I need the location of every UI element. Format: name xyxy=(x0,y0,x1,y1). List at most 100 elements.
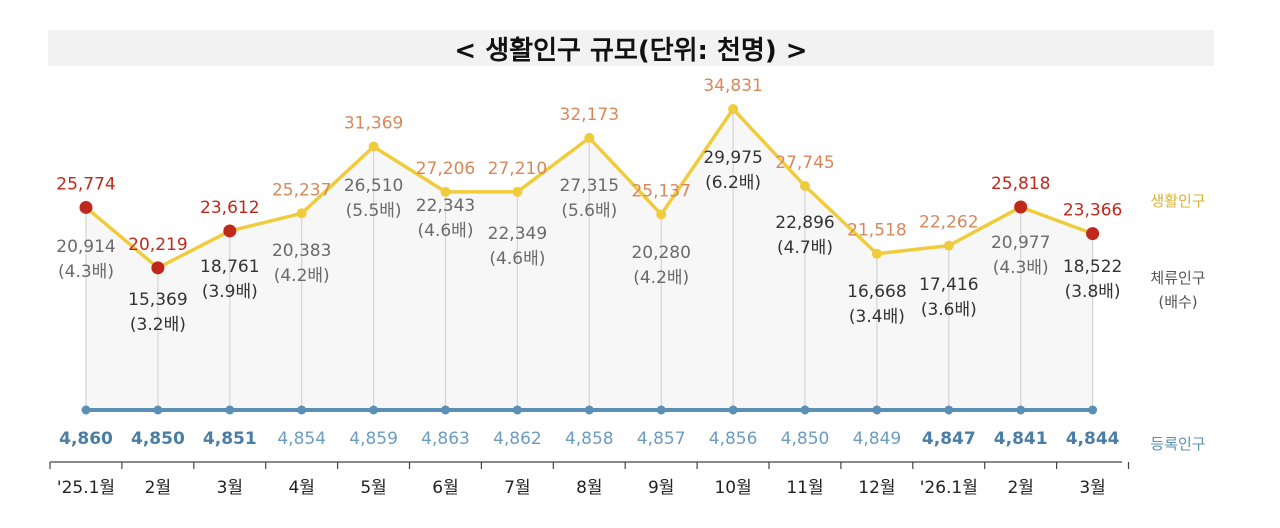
life-value-label: 32,173 xyxy=(560,105,619,125)
stay-ratio-label: (3.2배) xyxy=(130,315,186,335)
stay-ratio-label: (3.4배) xyxy=(849,307,905,327)
life-value-label: 21,518 xyxy=(847,221,906,241)
legend-stay: 체류인구 xyxy=(1150,269,1205,287)
life-value-label: 27,206 xyxy=(416,159,475,179)
registered-value-label: 4,847 xyxy=(922,429,976,449)
registered-point xyxy=(153,405,163,415)
category-label: '25.1월 xyxy=(57,478,115,498)
registered-point xyxy=(872,405,882,415)
registered-point xyxy=(944,405,954,415)
registered-value-label: 4,859 xyxy=(349,429,398,449)
category-label: 5월 xyxy=(360,478,386,498)
registered-value-label: 4,851 xyxy=(203,429,257,449)
stay-ratio-label: (4.2배) xyxy=(274,266,330,286)
category-label: '26.1월 xyxy=(920,478,978,498)
stay-ratio-label: (4.6배) xyxy=(418,221,474,241)
category-label: 4월 xyxy=(288,478,314,498)
life-value-label: 25,774 xyxy=(56,174,115,194)
life-point xyxy=(223,224,237,238)
registered-value-label: 4,844 xyxy=(1066,429,1120,449)
life-value-label: 23,612 xyxy=(200,198,259,218)
life-value-label: 25,137 xyxy=(631,181,690,201)
category-label: 6월 xyxy=(432,478,458,498)
life-point xyxy=(151,261,165,275)
life-value-label: 25,237 xyxy=(272,180,331,200)
life-point xyxy=(656,209,667,220)
life-point xyxy=(440,186,451,197)
legend-registered: 등록인구 xyxy=(1150,435,1205,453)
category-label: 12월 xyxy=(858,478,895,498)
stay-value-label: 20,280 xyxy=(631,243,690,263)
category-label: 8월 xyxy=(576,478,602,498)
life-point xyxy=(943,240,954,251)
category-label: 7월 xyxy=(504,478,530,498)
life-point xyxy=(512,186,523,197)
legend-life: 생활인구 xyxy=(1150,192,1205,210)
registered-point xyxy=(584,405,594,415)
life-point xyxy=(79,200,93,214)
stay-value-label: 22,343 xyxy=(416,196,475,216)
registered-value-label: 4,858 xyxy=(565,429,614,449)
registered-value-label: 4,860 xyxy=(59,429,113,449)
category-label: 9월 xyxy=(648,478,674,498)
life-value-label: 22,262 xyxy=(919,213,978,233)
registered-point xyxy=(441,405,450,415)
life-point xyxy=(800,181,810,192)
stay-value-label: 18,761 xyxy=(200,257,259,277)
category-label: 11월 xyxy=(786,478,823,498)
stay-value-label: 15,369 xyxy=(128,290,187,310)
stay-ratio-label: (5.5배) xyxy=(346,201,402,221)
stay-value-label: 26,510 xyxy=(344,176,403,196)
registered-point xyxy=(369,405,379,415)
registered-point xyxy=(1088,405,1098,415)
stay-ratio-label: (3.9배) xyxy=(202,282,258,302)
registered-value-label: 4,849 xyxy=(853,429,902,449)
registered-value-label: 4,850 xyxy=(131,429,185,449)
grid-layer xyxy=(49,109,1130,469)
stay-ratio-label: (4.2배) xyxy=(633,268,689,288)
registered-point xyxy=(512,405,522,415)
stay-value-label: 17,416 xyxy=(919,275,978,295)
life-point xyxy=(368,141,379,152)
stay-value-label: 16,668 xyxy=(847,282,906,302)
stay-ratio-label: (4.6배) xyxy=(489,249,545,269)
legend-stay-note: (배수) xyxy=(1158,293,1197,311)
stay-value-label: 20,977 xyxy=(991,233,1050,253)
stay-value-label: 22,896 xyxy=(775,213,834,233)
category-label: 3월 xyxy=(217,478,243,498)
category-label: 2월 xyxy=(1007,478,1033,498)
registered-point xyxy=(81,405,91,415)
registered-point xyxy=(225,405,235,415)
life-value-label: 23,366 xyxy=(1063,201,1122,221)
life-value-label: 31,369 xyxy=(344,114,403,134)
stay-value-label: 18,522 xyxy=(1063,257,1122,277)
registered-point xyxy=(297,405,307,415)
registered-point xyxy=(656,405,666,415)
registered-point xyxy=(800,405,810,415)
stay-value-label: 20,383 xyxy=(272,241,331,261)
mark-layer xyxy=(79,104,1100,415)
life-point xyxy=(584,132,595,143)
life-point xyxy=(871,248,882,259)
stay-ratio-label: (3.8배) xyxy=(1065,282,1121,302)
registered-value-label: 4,863 xyxy=(421,429,470,449)
registered-value-label: 4,862 xyxy=(493,429,542,449)
registered-value-label: 4,841 xyxy=(994,429,1048,449)
life-value-label: 25,818 xyxy=(991,174,1050,194)
stay-ratio-label: (5.6배) xyxy=(561,201,617,221)
stay-ratio-label: (6.2배) xyxy=(705,173,761,193)
life-point xyxy=(1086,227,1100,241)
stay-ratio-label: (4.3배) xyxy=(993,258,1049,278)
life-value-label: 20,219 xyxy=(128,235,187,255)
chart-title: < 생활인구 규모(단위: 천명) > xyxy=(454,36,807,66)
stay-ratio-label: (4.3배) xyxy=(58,262,114,282)
stay-value-label: 29,975 xyxy=(703,148,762,168)
stay-ratio-label: (4.7배) xyxy=(777,238,833,258)
category-label: 10월 xyxy=(714,478,751,498)
stay-ratio-label: (3.6배) xyxy=(921,300,977,320)
label-layer: 25,774 20,914 (4.3배) 4,860 '25.1월 20,219 15,36… xyxy=(56,76,1122,498)
life-point xyxy=(728,104,739,114)
life-point xyxy=(1014,200,1028,214)
registered-value-label: 4,850 xyxy=(781,429,830,449)
category-label: 3월 xyxy=(1079,478,1105,498)
